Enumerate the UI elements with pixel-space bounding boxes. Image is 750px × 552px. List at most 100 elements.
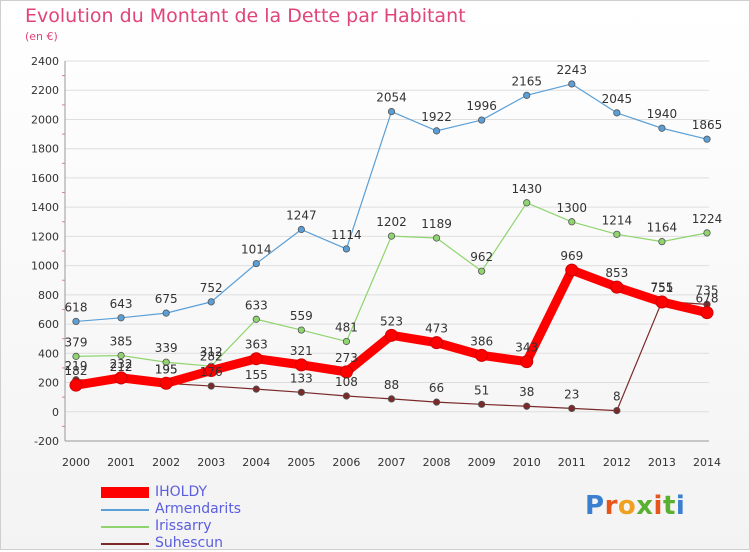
data-label-armendarits: 1922 <box>421 110 452 124</box>
data-label-iholdy: 232 <box>110 357 133 371</box>
data-point-irissarry <box>523 199 531 207</box>
data-point-armendarits <box>162 309 170 317</box>
data-label-armendarits: 1996 <box>466 99 497 113</box>
data-label-armendarits: 675 <box>155 292 178 306</box>
data-label-suhescun: 38 <box>519 385 534 399</box>
data-label-suhescun: 219 <box>65 359 88 373</box>
data-label-armendarits: 643 <box>110 297 133 311</box>
logo-letter: i <box>675 491 686 521</box>
data-point-irissarry <box>658 238 666 246</box>
data-label-irissarry: 379 <box>65 335 88 349</box>
x-tick-label: 2014 <box>693 456 721 469</box>
data-label-armendarits: 2243 <box>557 63 588 77</box>
legend-label-iholdy: IHOLDY <box>155 484 208 500</box>
x-tick-label: 2000 <box>62 456 90 469</box>
data-label-irissarry: 1224 <box>692 212 723 226</box>
data-point-suhescun <box>387 395 396 403</box>
data-label-iholdy: 523 <box>380 314 403 328</box>
x-tick-label: 2010 <box>513 456 541 469</box>
y-tick-label: 200 <box>38 377 59 390</box>
data-point-armendarits <box>297 225 305 234</box>
data-point-iholdy <box>475 348 489 362</box>
data-point-suhescun <box>252 385 260 393</box>
data-point-irissarry <box>387 232 396 240</box>
data-label-irissarry: 385 <box>110 335 133 349</box>
data-point-suhescun <box>342 392 351 400</box>
y-tick-label: -200 <box>34 435 59 448</box>
x-tick-label: 2009 <box>468 456 496 469</box>
logo-letter: t <box>662 491 676 521</box>
data-label-iholdy: 853 <box>605 266 628 280</box>
data-point-iholdy <box>700 306 714 320</box>
data-point-iholdy <box>114 371 128 385</box>
data-point-iholdy <box>159 376 173 390</box>
data-point-irissarry <box>162 358 170 366</box>
legend-swatch-irissarry <box>101 526 149 528</box>
y-tick-label: 400 <box>38 347 59 360</box>
data-point-iholdy <box>385 328 398 342</box>
data-label-armendarits: 618 <box>65 300 88 314</box>
data-point-irissarry <box>252 315 260 323</box>
data-label-irissarry: 1430 <box>511 182 542 196</box>
data-label-suhescun: 155 <box>245 368 268 382</box>
data-label-irissarry: 962 <box>470 250 493 264</box>
data-label-irissarry: 339 <box>155 341 178 355</box>
data-point-iholdy <box>655 295 669 309</box>
data-point-armendarits <box>568 80 576 88</box>
x-tick-label: 2001 <box>107 456 135 469</box>
x-tick-label: 2007 <box>378 456 406 469</box>
data-point-iholdy <box>294 358 308 372</box>
data-label-iholdy: 343 <box>515 341 538 355</box>
data-label-irissarry: 1214 <box>602 213 633 227</box>
x-tick-label: 2013 <box>648 456 676 469</box>
data-point-armendarits <box>72 317 80 326</box>
logo-letter: x <box>636 491 654 521</box>
data-point-armendarits <box>207 298 215 306</box>
logo-letter: r <box>604 491 618 521</box>
data-point-irissarry <box>613 230 621 238</box>
data-label-armendarits: 2045 <box>602 92 633 106</box>
x-tick-label: 2002 <box>152 456 180 469</box>
data-point-armendarits <box>478 116 486 124</box>
data-point-armendarits <box>432 127 441 135</box>
logo-letter: o <box>617 491 637 521</box>
data-point-iholdy <box>565 263 579 277</box>
data-label-suhescun: 108 <box>335 375 358 389</box>
data-label-irissarry: 633 <box>245 298 268 312</box>
data-point-irissarry <box>342 337 351 346</box>
data-label-iholdy: 678 <box>696 292 719 306</box>
logo-letter: i <box>653 491 663 521</box>
data-label-armendarits: 1247 <box>286 209 317 223</box>
data-label-iholdy: 273 <box>335 351 358 365</box>
data-point-iholdy <box>69 378 83 392</box>
data-point-suhescun <box>432 398 441 406</box>
legend-label-suhescun: Suhescun <box>155 535 223 551</box>
data-point-irissarry <box>568 218 576 226</box>
data-label-irissarry: 481 <box>335 320 358 334</box>
x-tick-label: 2003 <box>197 456 225 469</box>
data-label-suhescun: 51 <box>474 383 489 397</box>
data-label-suhescun: 735 <box>696 283 719 297</box>
data-label-irissarry: 312 <box>200 345 223 359</box>
data-point-iholdy <box>520 355 534 369</box>
data-label-iholdy: 321 <box>290 344 313 358</box>
y-tick-label: 600 <box>38 318 59 331</box>
x-tick-label: 2004 <box>242 456 270 469</box>
data-label-armendarits: 1014 <box>241 243 272 257</box>
data-label-armendarits: 752 <box>200 281 223 295</box>
y-tick-label: 0 <box>52 406 59 419</box>
data-label-suhescun: 8 <box>613 390 621 404</box>
data-point-suhescun <box>613 406 621 415</box>
data-point-armendarits <box>117 314 125 322</box>
data-label-suhescun: 176 <box>200 365 223 379</box>
data-point-iholdy <box>610 280 624 294</box>
legend-label-irissarry: Irissarry <box>155 518 212 534</box>
data-point-armendarits <box>613 109 621 117</box>
data-label-iholdy: 751 <box>650 281 673 295</box>
data-label-suhescun: 23 <box>564 387 579 401</box>
data-point-irissarry <box>297 326 305 334</box>
data-label-irissarry: 1202 <box>376 215 407 229</box>
y-tick-label: 1600 <box>31 172 59 185</box>
data-label-suhescun: 88 <box>384 378 399 392</box>
